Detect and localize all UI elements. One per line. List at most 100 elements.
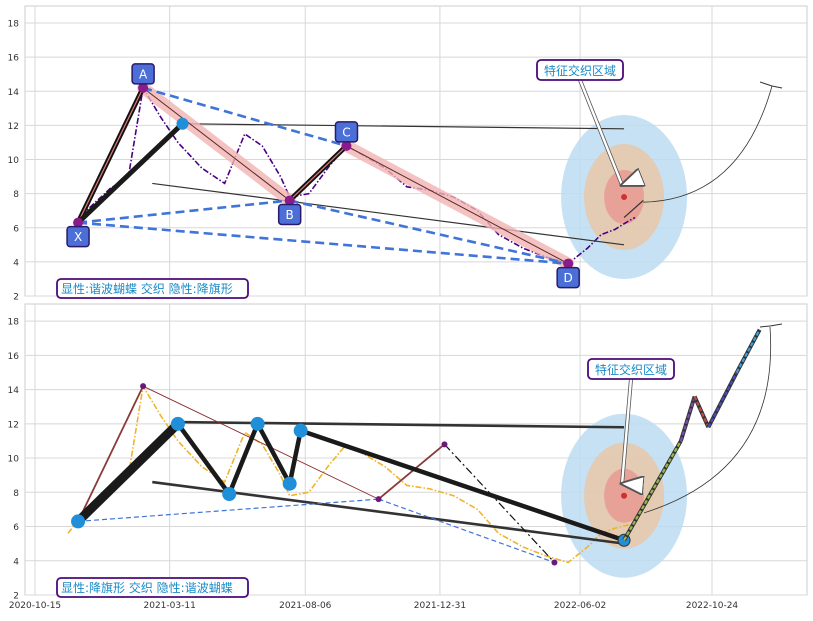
harmonic-dashed-line (142, 86, 347, 148)
projection-leg (679, 396, 696, 442)
callout-box (536, 59, 624, 81)
harmonic-dashed-line (289, 199, 569, 265)
projection-arc (643, 85, 773, 203)
callout-arrow (622, 378, 631, 484)
harmonic-dashed-line (77, 199, 290, 224)
legend-frame (56, 278, 249, 299)
y-tick-label: 8 (13, 489, 19, 499)
harmonic-leg (142, 87, 290, 201)
hidden-harmonic-point (551, 559, 558, 566)
y-tick-label: 16 (8, 352, 20, 362)
flag-pole (74, 420, 182, 525)
plot-frame (24, 303, 808, 596)
x-tick-label: 2022-06-02 (554, 601, 606, 611)
callout-text: 特征交织区域 (544, 63, 616, 78)
legend-box: 显性:降旗形 交织 隐性:谐波蝴蝶 (56, 577, 249, 598)
pattern-point-dot (73, 217, 84, 228)
x-tick-label: 2022-10-24 (686, 601, 739, 611)
pattern-label-box (556, 266, 580, 289)
y-tick-label: 4 (13, 557, 19, 567)
hidden-harmonic-leg (444, 443, 555, 563)
projection-leg (735, 329, 761, 373)
y-tick-label: 8 (13, 190, 19, 200)
y-tick-label: 12 (8, 420, 19, 430)
x-tick-label: 2021-03-11 (144, 601, 196, 611)
zone-center (621, 194, 628, 201)
flag-pivot-dot (71, 514, 86, 529)
pattern-point-dot (341, 140, 352, 151)
price-series-line (67, 383, 629, 564)
flag-pivot-dot (176, 117, 189, 130)
x-tick-label: 2021-12-31 (414, 601, 466, 611)
projection-arc (643, 326, 772, 514)
pattern-label-box (131, 63, 155, 85)
trend-line (177, 123, 625, 130)
flag-pivot-dot (293, 423, 308, 438)
y-tick-label: 14 (8, 386, 20, 396)
projection-leg (707, 371, 738, 428)
pattern-label: B (286, 208, 294, 222)
legend-text: 显性:降旗形 交织 隐性:谐波蝴蝶 (61, 580, 233, 595)
pattern-label: D (564, 271, 573, 285)
projection-leg (623, 440, 682, 541)
pattern-point-dot (563, 258, 574, 269)
flag-pivot-dot (222, 487, 237, 502)
flag-pivot-dot (282, 476, 297, 491)
y-tick-label: 16 (8, 54, 20, 64)
legend-text: 显性:谐波蝴蝶 交织 隐性:降旗形 (61, 281, 233, 296)
harmonic-leg-inner (289, 145, 347, 201)
pattern-label-box (66, 225, 90, 248)
flag-leg (76, 121, 185, 225)
hidden-harmonic-point (375, 496, 382, 503)
y-tick-label: 10 (8, 156, 20, 166)
y-tick-label: 12 (8, 122, 19, 132)
zone-center (621, 492, 628, 499)
harmonic-dashed-line (77, 221, 569, 265)
y-tick-label: 2 (13, 293, 19, 303)
projection-arc-tip (759, 81, 783, 89)
bottom-panel: 2 4 6 8 10 12 14 16 18 2020-10-15 2021-03-11 2021-0… (8, 303, 808, 611)
y-tick-label: 18 (8, 318, 20, 328)
hidden-harmonic-leg (142, 385, 379, 500)
pattern-label-box (277, 203, 302, 226)
pattern-label: X (74, 230, 82, 244)
legend-frame (56, 577, 249, 598)
harmonic-leg-inner (77, 87, 144, 223)
zone-callout: 特征交织区域 (536, 59, 624, 185)
pattern-point-dot (138, 82, 149, 93)
trend-line (152, 182, 625, 246)
hidden-harmonic-point (140, 383, 147, 390)
pattern-label: A (139, 67, 148, 81)
x-tick-label: 2020-10-15 (9, 601, 61, 611)
projection-arc-tip (759, 323, 783, 328)
hidden-harmonic-leg (377, 443, 446, 500)
y-tick-label: 6 (13, 224, 19, 234)
zone-callout: 特征交织区域 (587, 358, 675, 484)
flag-pivot-dot (170, 416, 185, 431)
y-tick-label: 6 (13, 523, 19, 533)
hidden-harmonic-leg (77, 385, 144, 522)
hidden-harmonic-dashed (378, 498, 555, 564)
plot-frame (24, 5, 808, 297)
pattern-point-dot (284, 195, 295, 206)
hidden-harmonic-point (441, 441, 448, 448)
flag-zigzag (176, 421, 625, 543)
y-tick-label: 2 (13, 592, 19, 602)
y-tick-label: 18 (8, 20, 20, 30)
callout-box (587, 358, 675, 380)
y-tick-label: 14 (8, 88, 20, 98)
hidden-harmonic-dashed (78, 498, 379, 522)
pattern-label-box (334, 121, 359, 143)
trend-line (623, 200, 644, 218)
x-tick-label: 2021-08-06 (279, 601, 332, 611)
flag-pivot-dot (250, 416, 265, 431)
projection-leg-outline (692, 395, 711, 429)
callout-text: 特征交织区域 (595, 362, 667, 377)
callout-arrow (578, 79, 622, 185)
y-tick-label: 10 (8, 455, 20, 465)
y-tick-label: 4 (13, 258, 19, 268)
harmonic-leg (346, 145, 569, 265)
